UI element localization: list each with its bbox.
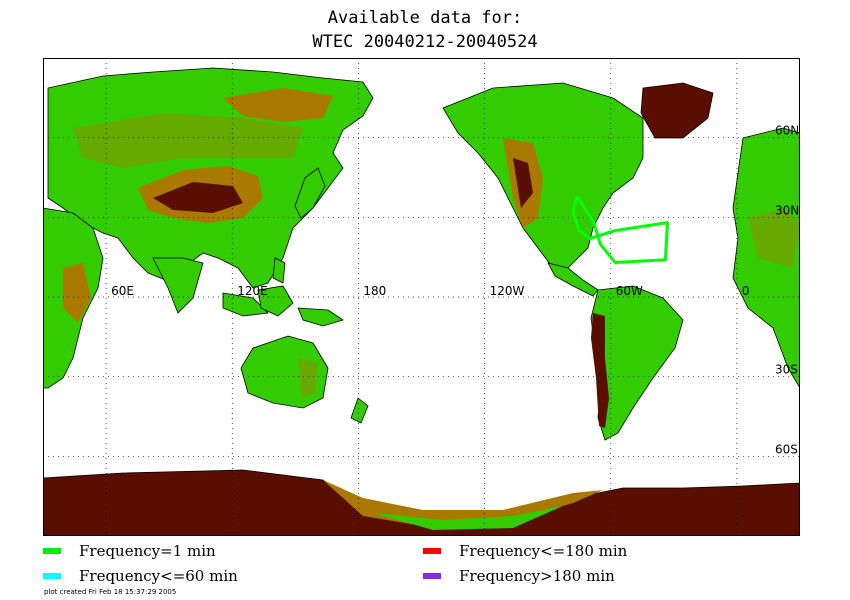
highland-central-asia <box>73 113 303 168</box>
latitude-labels: 60N 30N 30S 60S <box>775 124 799 457</box>
legend-item-1min: Frequency=1 min <box>43 541 216 561</box>
highland-nw-africa <box>748 208 800 268</box>
land-borneo <box>257 285 294 317</box>
map-grid <box>43 58 800 536</box>
land-central-america <box>547 262 599 297</box>
land-philippines <box>272 257 286 284</box>
land-greenland <box>640 82 714 139</box>
map-frame <box>43 58 800 536</box>
peak-tibet <box>153 182 243 213</box>
highland-antarctica-edge <box>323 480 603 526</box>
ship-track <box>571 195 669 264</box>
legend-swatch-1min <box>43 548 61 554</box>
world-map: 60E 120E 180 120W 60W 0 60N 30N 30S 60S <box>43 58 800 536</box>
legend-item-60min: Frequency<=60 min <box>43 566 238 586</box>
highland-siberia <box>223 88 333 122</box>
legend-swatch-60min <box>43 573 61 579</box>
legend-label-1min: Frequency=1 min <box>79 542 216 560</box>
latitude-label: 60S <box>775 442 798 456</box>
highland-australia <box>298 358 318 398</box>
highland-east-africa <box>63 263 91 323</box>
latitude-label: 60N <box>775 124 799 138</box>
land-layer <box>43 67 800 536</box>
peak-andes <box>591 313 609 428</box>
legend-label-180min: Frequency<=180 min <box>459 542 628 560</box>
lowland-antarctica-edge <box>373 506 563 530</box>
latitude-label: 30S <box>775 363 798 377</box>
legend-swatch-180min <box>423 548 441 554</box>
longitude-label: 0 <box>742 284 750 298</box>
longitude-label: 120W <box>490 284 525 298</box>
longitude-label: 120E <box>237 284 268 298</box>
longitude-labels: 60E 120E 180 120W 60W 0 <box>111 284 749 298</box>
peak-rockies <box>513 158 533 208</box>
longitude-label: 180 <box>363 284 386 298</box>
plot-created-footnote: plot created Fri Feb 18 15:37:29 2005 <box>44 588 177 596</box>
map-title-line2: WTEC 20040212-20040524 <box>312 32 538 52</box>
land-new-zealand <box>350 397 369 424</box>
longitude-label: 60W <box>616 284 643 298</box>
land-new-guinea <box>297 307 344 327</box>
map-title-line1: Available data for: <box>327 8 523 28</box>
legend-swatch-over180min <box>423 573 441 579</box>
longitude-label: 60E <box>111 284 134 298</box>
legend-label-over180min: Frequency>180 min <box>459 567 615 585</box>
land-india <box>152 257 204 314</box>
latitude-label: 30N <box>775 203 799 217</box>
legend-label-60min: Frequency<=60 min <box>79 567 238 585</box>
legend-item-180min: Frequency<=180 min <box>423 541 627 561</box>
legend-item-over180min: Frequency>180 min <box>423 566 615 586</box>
land-japan <box>294 167 326 219</box>
